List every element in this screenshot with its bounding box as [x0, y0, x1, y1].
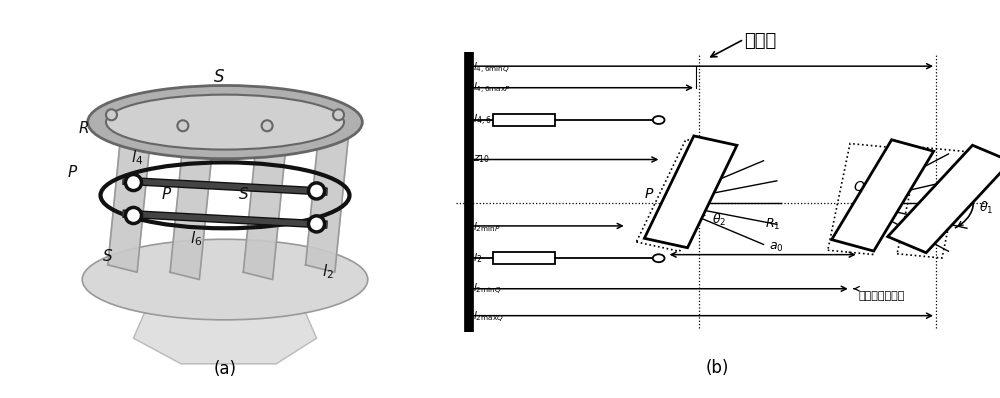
Circle shape [308, 183, 325, 199]
Polygon shape [888, 145, 1000, 253]
Text: $l_2$: $l_2$ [473, 251, 482, 265]
Circle shape [333, 109, 344, 120]
Text: $l_{2\mathrm{min}Q}$: $l_{2\mathrm{min}Q}$ [473, 282, 502, 297]
Text: $Q$: $Q$ [853, 179, 866, 193]
Text: (b): (b) [706, 359, 729, 377]
Polygon shape [832, 140, 934, 251]
Text: $S$: $S$ [102, 248, 113, 264]
Ellipse shape [82, 239, 368, 320]
Polygon shape [170, 126, 214, 279]
Text: $P$: $P$ [644, 187, 654, 201]
Text: $l_{2\mathrm{min}P}$: $l_{2\mathrm{min}P}$ [473, 220, 501, 234]
Polygon shape [243, 126, 287, 279]
Text: $l_4$: $l_4$ [131, 148, 143, 167]
Polygon shape [108, 119, 152, 272]
Text: $S$: $S$ [238, 186, 249, 202]
Circle shape [125, 207, 142, 224]
Text: (a): (a) [214, 361, 237, 378]
Circle shape [177, 120, 188, 131]
Text: $l_2$: $l_2$ [322, 262, 333, 281]
Bar [493, 114, 555, 126]
Polygon shape [133, 279, 317, 364]
Text: $l_{2\mathrm{max}Q}$: $l_{2\mathrm{max}Q}$ [473, 310, 504, 325]
Text: $R$: $R$ [78, 120, 90, 136]
Bar [493, 252, 555, 264]
Circle shape [308, 216, 325, 232]
Text: $\theta_2$: $\theta_2$ [712, 212, 726, 228]
Text: 动平台: 动平台 [744, 32, 776, 50]
Polygon shape [306, 119, 349, 272]
Text: $l_{4,6\mathrm{max}P}$: $l_{4,6\mathrm{max}P}$ [473, 81, 511, 96]
Text: $P$: $P$ [67, 164, 79, 180]
Circle shape [653, 116, 665, 124]
Ellipse shape [106, 95, 344, 150]
Text: $l_{4,6\mathrm{min}Q}$: $l_{4,6\mathrm{min}Q}$ [473, 61, 510, 76]
Circle shape [125, 174, 142, 191]
Text: $P$: $P$ [161, 186, 172, 202]
Text: $l_{4,6}$: $l_{4,6}$ [473, 113, 491, 128]
Text: $S$: $S$ [213, 68, 226, 86]
Text: $a_0$: $a_0$ [769, 241, 783, 254]
Text: $z_{10}$: $z_{10}$ [473, 153, 490, 165]
Polygon shape [644, 136, 737, 248]
Circle shape [106, 109, 117, 120]
Text: $l_6$: $l_6$ [190, 229, 202, 248]
Ellipse shape [88, 86, 362, 159]
Text: $R_1$: $R_1$ [765, 217, 781, 232]
Circle shape [262, 120, 273, 131]
Text: 动平台轴向位移: 动平台轴向位移 [859, 291, 905, 301]
Circle shape [653, 254, 665, 262]
Text: $\theta_1$: $\theta_1$ [979, 199, 993, 216]
